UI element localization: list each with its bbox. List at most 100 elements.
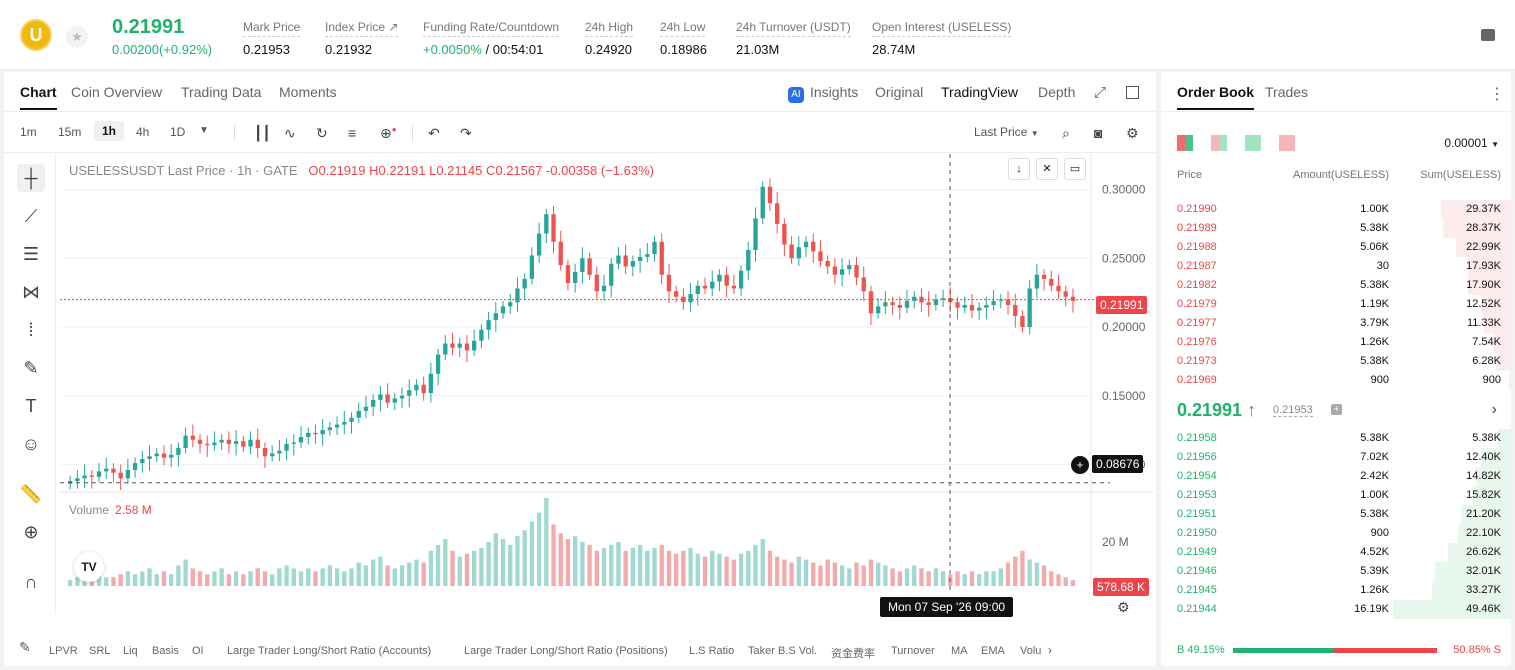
indicator-0[interactable]: LPVR [49,645,78,657]
bid-row[interactable]: 0.21950 900 22.10K [1161,524,1511,543]
candle-body [154,453,159,457]
bid-row[interactable]: 0.21944 16.19K 49.46K [1161,600,1511,619]
ask-row[interactable]: 0.21989 5.38K 28.37K [1161,219,1511,238]
view-original[interactable]: Original [875,84,924,100]
fullscreen-icon[interactable]: ⤢ [1094,84,1107,101]
tf-1m[interactable]: 1m [20,125,37,139]
ask-row[interactable]: 0.21987 30 17.93K [1161,257,1511,276]
indicator-6[interactable]: Large Trader Long/Short Ratio (Positions… [464,645,668,657]
indicator-10[interactable]: Turnover [891,645,935,657]
indicator-9[interactable]: 资金费率 [831,648,875,660]
bid-row[interactable]: 0.21949 4.52K 26.62K [1161,543,1511,562]
templates-icon[interactable]: ≡ [348,125,357,141]
bid-row[interactable]: 0.21953 1.00K 15.82K [1161,486,1511,505]
layout-bids-icon[interactable] [1245,135,1261,151]
tf-1h[interactable]: 1h [94,121,125,141]
replay-icon[interactable]: ↻ [316,125,328,141]
bid-row[interactable]: 0.21954 2.42K 14.82K [1161,467,1511,486]
pencil-icon[interactable]: ✎ [19,639,31,655]
redo-icon[interactable]: ↷ [460,125,472,141]
chevron-right-icon[interactable]: › [1048,643,1052,657]
tab-moments[interactable]: Moments [279,84,337,100]
tab-chart[interactable]: Chart [20,84,57,110]
indicator-5[interactable]: Large Trader Long/Short Ratio (Accounts) [227,645,432,657]
bid-row[interactable]: 0.21951 5.38K 21.20K [1161,505,1511,524]
camera-icon[interactable]: ◙ [1094,125,1103,141]
layout-split-icon[interactable] [1211,135,1227,151]
chevron-right-icon[interactable]: › [1491,401,1497,418]
tf-15m[interactable]: 15m [58,125,82,139]
gear-icon[interactable]: ⚙ [1126,125,1139,141]
brush-icon[interactable]: ✎ [23,358,39,378]
ask-row[interactable]: 0.21988 5.06K 22.99K [1161,238,1511,257]
trendline-icon[interactable]: ⟋ [24,206,38,226]
arrow-down-icon[interactable]: ↓ [1008,158,1030,180]
indicator-7[interactable]: L.S Ratio [689,645,735,657]
undo-icon[interactable]: ↶ [428,125,440,141]
indicator-2[interactable]: Liq [123,645,138,657]
ask-row[interactable]: 0.21979 1.19K 12.52K [1161,295,1511,314]
lines-icon[interactable]: ☰ [22,244,40,264]
bid-row[interactable]: 0.21946 5.39K 32.01K [1161,562,1511,581]
chevron-down-icon[interactable]: ▼ [199,125,209,136]
ask-row[interactable]: 0.21969 900 900 [1161,371,1511,390]
window-icon[interactable] [1126,86,1139,99]
fib-icon[interactable]: ⁞ [28,320,34,340]
ruler-icon[interactable]: 📏 [19,484,43,504]
ask-row[interactable]: 0.21977 3.79K 11.33K [1161,314,1511,333]
tab-order-book[interactable]: Order Book [1177,84,1255,110]
view-depth[interactable]: Depth [1038,84,1076,100]
tab-trades[interactable]: Trades [1265,84,1309,100]
bid-row[interactable]: 0.21945 1.26K 33.27K [1161,581,1511,600]
candle-body [414,384,419,391]
indicators-icon[interactable]: ∿ [284,125,296,141]
search-icon[interactable]: ⌕ [1062,125,1070,141]
candle-body [1056,285,1061,292]
bid-row[interactable]: 0.21958 5.38K 5.38K [1161,429,1511,448]
add-alert-icon[interactable]: + [1071,456,1089,474]
more-icon[interactable]: ⋮ [1489,86,1505,103]
tf-4h[interactable]: 4h [136,125,150,139]
pattern-icon[interactable]: ⋈ [22,282,40,302]
book-icon[interactable] [1481,29,1495,41]
indicator-12[interactable]: EMA [981,645,1005,657]
insights-icon[interactable]: AI [788,84,808,103]
candles-icon[interactable]: ┃┃ [254,125,271,141]
depth-bar [1473,486,1511,505]
ob-sum: 15.82K [1466,489,1501,501]
maximize-pane-icon[interactable]: ▭ [1064,158,1086,180]
zoom-icon[interactable]: ⊕ [23,522,39,542]
bid-row[interactable]: 0.21956 7.02K 12.40K [1161,448,1511,467]
ask-row[interactable]: 0.21973 5.38K 6.28K [1161,352,1511,371]
ob-price: 0.21946 [1177,565,1217,577]
ask-row[interactable]: 0.21976 1.26K 7.54K [1161,333,1511,352]
view-insights[interactable]: Insights [810,84,859,100]
favorite-star-icon[interactable]: ★ [66,26,88,48]
chart-settings-icon[interactable]: ⚙ [1117,599,1130,615]
collapse-icon[interactable]: ✕ [1036,158,1058,180]
layout-asks-icon[interactable] [1279,135,1295,151]
indicator-1[interactable]: SRL [89,645,111,657]
volume-bar [1005,562,1011,586]
indicator-8[interactable]: Taker B.S Vol. [748,645,818,657]
tf-1d[interactable]: 1D [170,125,186,139]
indicator-3[interactable]: Basis [152,645,179,657]
indicator-4[interactable]: OI [192,645,204,657]
precision-select[interactable]: 0.00001 ▼ [1444,136,1499,150]
price-type-select[interactable]: Last Price ▼ [974,125,1039,139]
ask-row[interactable]: 0.21982 5.38K 17.90K [1161,276,1511,295]
tab-trading-data[interactable]: Trading Data [181,84,262,100]
emoji-icon[interactable]: ☺ [21,434,41,454]
crosshair-icon[interactable]: ┼ [17,164,45,192]
layout-both-icon[interactable] [1177,135,1193,151]
tab-coin-overview[interactable]: Coin Overview [71,84,163,100]
indicator-13[interactable]: Volu [1020,645,1042,657]
indicator-11[interactable]: MA [951,645,968,657]
ask-row[interactable]: 0.21990 1.00K 29.37K [1161,200,1511,219]
view-tradingview[interactable]: TradingView [941,84,1019,100]
text-icon[interactable]: T [25,396,37,416]
add-indicator-icon[interactable]: ⊕● [380,125,397,141]
magnet-icon[interactable]: ∩ [24,572,38,592]
